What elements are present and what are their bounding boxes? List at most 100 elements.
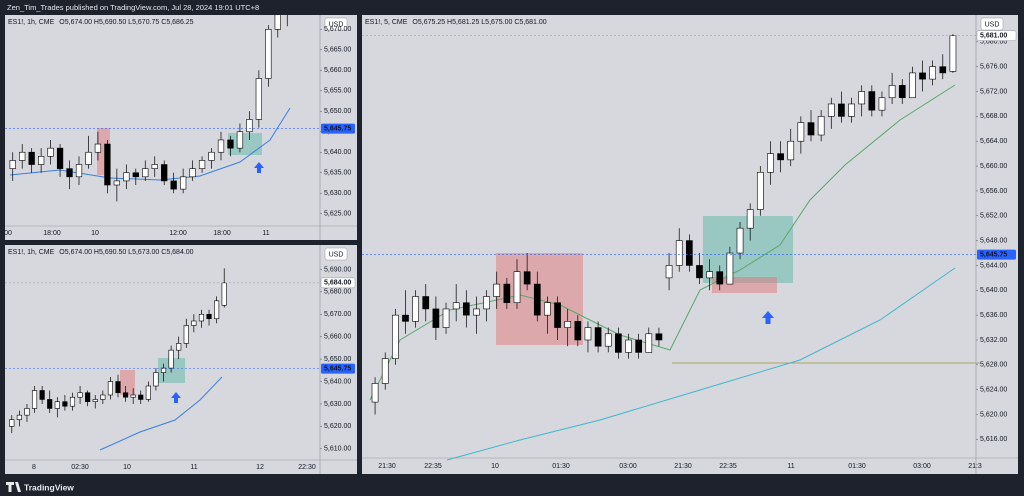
y-tick-label: 5,656.00 xyxy=(980,188,1007,195)
y-tick-label: 5,636.00 xyxy=(980,312,1007,319)
candle-body xyxy=(66,168,73,178)
candle-body xyxy=(675,240,683,266)
plot xyxy=(5,15,320,202)
time-label: 21:30 xyxy=(674,463,692,470)
time-label: 10 xyxy=(91,230,99,237)
candle-body xyxy=(868,91,876,111)
candle-body xyxy=(574,321,582,341)
candle-body xyxy=(615,333,622,353)
candle-body xyxy=(132,172,139,178)
brand-logo xyxy=(6,482,21,492)
price-tag xyxy=(321,123,355,134)
candle-body xyxy=(909,72,916,99)
candle-body xyxy=(227,139,234,149)
candle-body xyxy=(9,419,15,427)
time-label: 18:00 xyxy=(43,230,61,237)
candle-body xyxy=(236,131,244,149)
y-tick-label: 5,670.00 xyxy=(324,311,351,318)
time-label: 8 xyxy=(32,464,36,471)
price-tag-label: 5,681.00 xyxy=(980,32,1007,39)
candle-body xyxy=(31,390,38,409)
candle-body xyxy=(217,139,225,153)
time-label: 21:3 xyxy=(968,463,982,470)
panel xyxy=(5,15,357,240)
candle-body xyxy=(462,302,470,316)
candle-body xyxy=(797,122,805,142)
candle-body xyxy=(726,252,734,285)
y-tick-label: 5,644.00 xyxy=(980,262,1007,269)
candle-body xyxy=(696,265,703,279)
publisher-line: Zen_Tim_Trades published on TradingView.… xyxy=(7,3,259,12)
candle-body xyxy=(493,283,501,297)
y-tick-label: 5,660.00 xyxy=(980,163,1007,170)
candle-body xyxy=(214,300,220,320)
y-tick-label: 5,624.00 xyxy=(980,387,1007,394)
y-tick-label: 5,676.00 xyxy=(980,64,1007,71)
price-tag xyxy=(976,30,1017,41)
candle-body xyxy=(949,35,957,72)
candle-body xyxy=(142,168,149,178)
candle-body xyxy=(402,314,409,322)
candle-body xyxy=(75,164,83,178)
candle-body xyxy=(176,343,182,351)
candle-body xyxy=(939,66,947,74)
y-tick-label: 5,652.00 xyxy=(980,213,1007,220)
candle-body xyxy=(838,103,845,117)
y-tick-label: 5,668.00 xyxy=(980,113,1007,120)
candle-body xyxy=(371,383,379,403)
y-tick-label: 5,628.00 xyxy=(980,362,1007,369)
candle-body xyxy=(594,327,602,347)
candle-body xyxy=(198,160,206,169)
candle-body xyxy=(145,385,151,400)
currency: USD xyxy=(985,21,1000,28)
y-tick-label: 5,680.00 xyxy=(980,39,1007,46)
candle-body xyxy=(54,401,60,409)
candle-body xyxy=(736,227,744,254)
candle-body xyxy=(246,119,253,133)
candle-body xyxy=(206,313,212,320)
candle-body xyxy=(16,414,22,420)
average-line xyxy=(369,84,956,401)
candle-body xyxy=(85,151,92,165)
candle-body xyxy=(208,151,215,161)
candle-body xyxy=(39,390,45,400)
candle-body xyxy=(189,168,196,178)
candle-body xyxy=(28,151,35,165)
time-label: 01:30 xyxy=(552,463,570,470)
candle-body xyxy=(37,156,45,165)
candle-body xyxy=(151,164,158,169)
time-label: 22:35 xyxy=(424,463,442,470)
y-tick-label: 5,640.00 xyxy=(980,287,1007,294)
time-label: 11 xyxy=(262,230,269,237)
time-label: 02:30 xyxy=(71,464,89,471)
candle-body xyxy=(422,296,430,310)
candle-body xyxy=(115,381,121,394)
time-label: 03:00 xyxy=(619,463,637,470)
candle-body xyxy=(69,396,76,407)
zone xyxy=(120,370,135,395)
average-line xyxy=(99,376,223,451)
time-label: 12:00 xyxy=(169,230,187,237)
currency-box xyxy=(980,17,1004,31)
candle-body xyxy=(123,172,130,182)
candle-body xyxy=(533,283,541,316)
candle-body xyxy=(381,358,389,384)
price-tag-label: 5,684.00 xyxy=(324,280,351,287)
zone xyxy=(228,133,262,155)
candle-body xyxy=(442,308,450,328)
candle-body xyxy=(787,140,795,161)
candle-body xyxy=(113,180,121,186)
candle-body xyxy=(807,122,815,136)
candle-body xyxy=(47,147,54,157)
y-tick-label: 5,650.00 xyxy=(324,356,351,363)
y-tick-label: 5,632.00 xyxy=(980,337,1007,344)
candle-body xyxy=(104,143,111,186)
candle-body xyxy=(432,308,440,328)
candle-body xyxy=(523,271,531,285)
candle-body xyxy=(85,392,91,403)
price-tag xyxy=(977,249,1016,260)
arrow xyxy=(762,311,774,324)
candle-body xyxy=(878,97,886,111)
candle-body xyxy=(56,147,64,169)
